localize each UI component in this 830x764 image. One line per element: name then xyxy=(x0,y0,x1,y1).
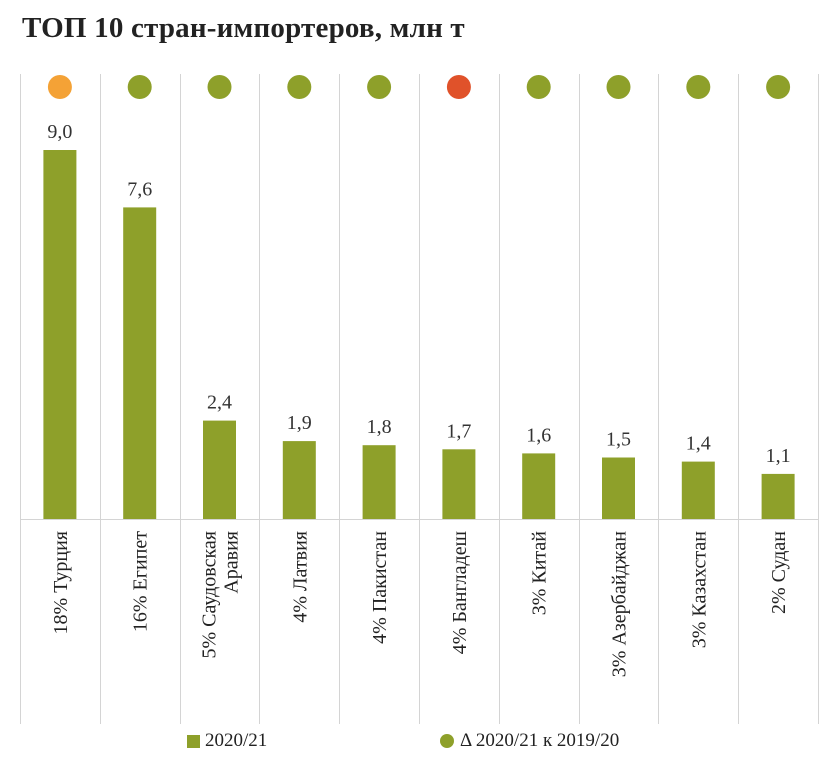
legend-bars-label: 2020/21 xyxy=(205,730,268,751)
indicator-dot xyxy=(686,75,711,99)
value-label: 7,6 xyxy=(127,178,152,200)
bar xyxy=(203,420,236,519)
bar xyxy=(761,473,795,519)
category-label: 4% Бангладеш xyxy=(449,530,471,654)
indicator-dot xyxy=(766,75,791,99)
bar xyxy=(522,453,556,519)
value-label: 1,1 xyxy=(766,445,791,467)
value-label: 1,6 xyxy=(526,424,551,446)
bar xyxy=(602,457,635,519)
value-label: 1,8 xyxy=(367,416,392,438)
category-label: 3% Казахстан xyxy=(688,531,710,649)
legend-item-bars: 2020/21 xyxy=(187,730,267,752)
category-label: 4% Пакистан xyxy=(369,531,391,644)
category-label: 18% Турция xyxy=(50,531,72,635)
indicator-dot xyxy=(606,75,631,99)
value-label: 1,9 xyxy=(287,412,312,434)
indicator-dot xyxy=(47,75,72,99)
category-label: 4% Латвия xyxy=(289,531,311,623)
bar xyxy=(442,449,476,519)
indicator-dot xyxy=(207,75,232,99)
indicator-dot xyxy=(367,75,392,99)
bar xyxy=(282,441,316,519)
indicator-dot xyxy=(287,75,312,99)
indicator-dot xyxy=(127,75,152,99)
category-label: 5% СаудовскаяАравия xyxy=(199,531,243,658)
value-label: 1,7 xyxy=(446,420,471,442)
legend-dots-label: Δ 2020/21 к 2019/20 xyxy=(460,730,620,751)
category-label: 2% Судан xyxy=(768,531,790,614)
category-label: 3% Азербайджан xyxy=(609,531,631,678)
value-label: 1,5 xyxy=(606,429,631,451)
legend-bar-swatch xyxy=(187,734,200,748)
bar xyxy=(362,445,396,519)
value-label: 1,4 xyxy=(686,433,711,455)
category-label: 3% Китай xyxy=(529,531,551,616)
bar xyxy=(681,461,715,519)
bar xyxy=(123,207,157,519)
indicator-dot xyxy=(526,75,551,99)
legend-dot-swatch xyxy=(440,734,454,748)
legend: 2020/21 Δ 2020/21 к 2019/20 xyxy=(0,728,830,758)
value-label: 9,0 xyxy=(47,121,72,143)
chart-title: ТОП 10 стран-импортеров, млн т xyxy=(22,12,465,44)
bar xyxy=(43,150,77,519)
category-label: 16% Египет xyxy=(130,531,152,632)
value-label: 2,4 xyxy=(207,392,232,414)
bar-chart: 9,0 18% Турция 7,6 16% Египет 2,4 5% Саудовск… xyxy=(20,74,819,724)
legend-item-dots: Δ 2020/21 к 2019/20 xyxy=(440,730,619,752)
indicator-dot xyxy=(446,75,471,99)
